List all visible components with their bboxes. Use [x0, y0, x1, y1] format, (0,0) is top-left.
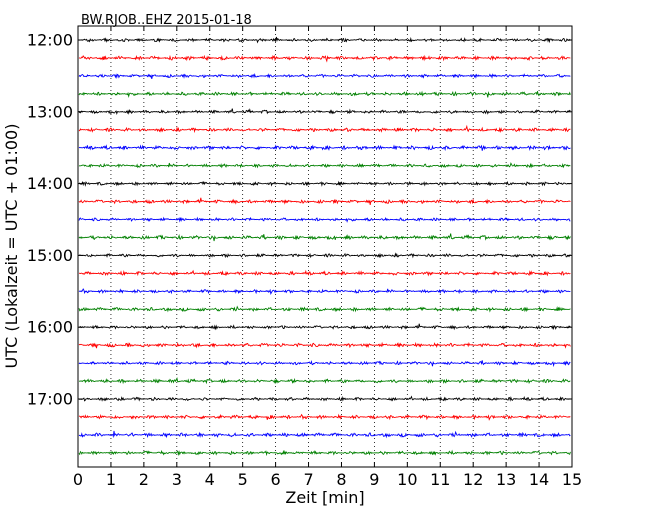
trace-1230	[78, 72, 571, 80]
trace-1730	[78, 430, 571, 439]
trace-1600	[78, 323, 571, 331]
x-axis-ticks: 0 1 2 3 4 5 6 7 8 9 10 11 12 13 14 15	[73, 26, 582, 489]
trace-1330	[78, 144, 571, 152]
trace-1200	[78, 36, 571, 44]
trace-1415	[78, 197, 571, 205]
trace-1300	[78, 108, 571, 115]
trace-1545	[78, 305, 571, 313]
trace-1500	[78, 252, 571, 259]
trace-1445	[78, 233, 571, 242]
x-tick-label: 7	[303, 470, 313, 489]
trace-1315	[78, 124, 571, 134]
x-tick-label: 2	[139, 470, 149, 489]
x-tick-label: 0	[73, 470, 83, 489]
trace-1645	[78, 377, 571, 385]
x-tick-label: 3	[172, 470, 182, 489]
y-axis-ticks: 12:00 13:00 14:00 15:00 16:00 17:00	[27, 31, 572, 409]
seismic-traces	[78, 36, 571, 457]
trace-1715	[78, 413, 571, 421]
x-tick-label: 15	[562, 470, 582, 489]
grid-lines	[110, 26, 540, 467]
x-tick-label: 8	[336, 470, 346, 489]
plot-frame	[77, 25, 573, 468]
y-axis-label: UTC (Lokalzeit = UTC + 01:00)	[2, 124, 21, 369]
y-tick-label: 13:00	[27, 102, 73, 121]
y-tick-label: 14:00	[27, 174, 73, 193]
y-tick-label: 17:00	[27, 390, 73, 409]
chart-title: BW.RJOB..EHZ 2015-01-18	[81, 13, 252, 28]
y-tick-label: 12:00	[27, 31, 73, 50]
trace-1245	[78, 90, 571, 98]
x-tick-label: 5	[238, 470, 248, 489]
x-tick-label: 4	[205, 470, 215, 489]
trace-1745	[78, 449, 571, 457]
trace-1530	[78, 288, 571, 296]
x-tick-label: 1	[106, 470, 116, 489]
trace-1430	[78, 216, 571, 223]
x-tick-label: 12	[463, 470, 483, 489]
x-tick-label: 14	[529, 470, 549, 489]
trace-1345	[78, 162, 571, 169]
trace-1630	[78, 360, 571, 368]
y-tick-label: 15:00	[27, 246, 73, 265]
x-axis-label: Zeit [min]	[285, 488, 364, 507]
x-tick-label: 13	[496, 470, 516, 489]
x-tick-label: 6	[271, 470, 281, 489]
x-tick-label: 10	[397, 470, 417, 489]
trace-1215	[78, 54, 571, 63]
trace-1515	[78, 269, 571, 277]
y-tick-label: 16:00	[27, 318, 73, 337]
trace-1700	[78, 395, 571, 402]
x-tick-label: 9	[369, 470, 379, 489]
trace-1400	[78, 180, 571, 187]
trace-1615	[78, 341, 571, 349]
x-tick-label: 11	[430, 470, 450, 489]
